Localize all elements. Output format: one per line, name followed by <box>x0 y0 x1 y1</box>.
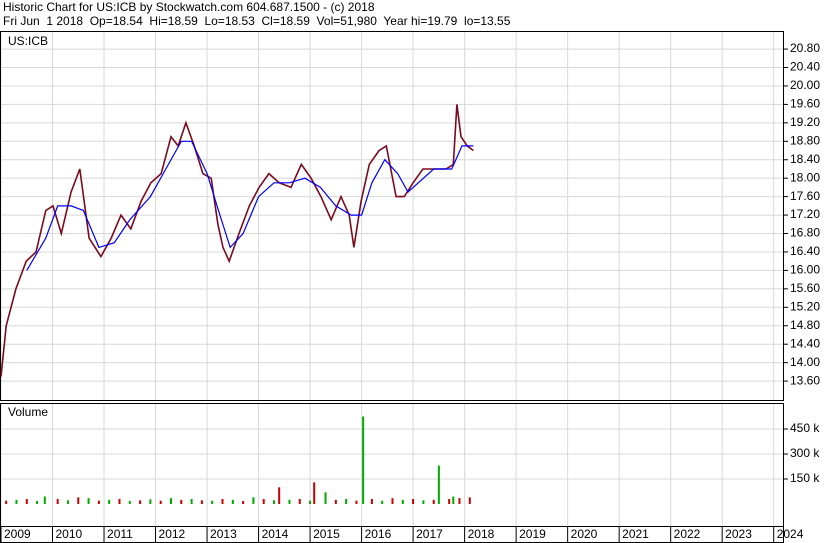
y-tick-label: 20.40 <box>790 60 820 74</box>
volume-bar <box>15 499 18 504</box>
volume-bar <box>25 499 28 504</box>
y-tick-label: 15.20 <box>790 299 820 313</box>
y-tick-label: 16.80 <box>790 226 820 240</box>
panel-label: US:ICB <box>8 34 48 48</box>
x-tick-label: 2024 <box>777 527 804 541</box>
volume-bar <box>391 498 394 504</box>
volume-bar <box>242 501 245 504</box>
y-tick-label: 19.60 <box>790 97 820 111</box>
volume-bar <box>401 499 404 504</box>
y-tick-label: 16.40 <box>790 244 820 258</box>
panel-label: Volume <box>8 405 48 419</box>
y-tick-label: 13.60 <box>790 373 820 387</box>
x-tick-label: 2010 <box>56 527 83 541</box>
x-tick-label: 2013 <box>210 527 237 541</box>
volume-bar <box>36 501 39 504</box>
x-tick-label: 2012 <box>159 527 186 541</box>
volume-bar <box>128 501 131 504</box>
x-tick-label: 2014 <box>262 527 289 541</box>
volume-bar <box>278 487 281 504</box>
x-tick-label: 2009 <box>4 527 31 541</box>
volume-bar <box>422 500 425 504</box>
x-tick-label: 2016 <box>365 527 392 541</box>
volume-bar <box>412 499 415 504</box>
price-line <box>26 140 474 271</box>
y-tick-label: 18.00 <box>790 170 820 184</box>
x-tick-label: 2019 <box>519 527 546 541</box>
y-tick-label: 19.20 <box>790 115 820 129</box>
y-tick-label: 150 k <box>790 471 820 485</box>
volume-bar <box>458 498 461 504</box>
volume-bar <box>313 482 316 504</box>
volume-bar <box>43 496 46 504</box>
volume-bar <box>108 499 111 504</box>
volume-bar <box>262 499 265 504</box>
header-line: Historic Chart for US:ICB by Stockwatch.… <box>3 0 375 14</box>
volume-bar <box>334 499 337 504</box>
y-tick-label: 15.60 <box>790 281 820 295</box>
volume-bar <box>309 500 312 504</box>
x-tick-label: 2017 <box>416 527 443 541</box>
volume-bar <box>159 500 162 504</box>
price-line <box>0 104 474 377</box>
volume-bar <box>139 500 142 504</box>
volume-bar <box>345 499 348 504</box>
volume-bar <box>324 492 327 504</box>
volume-bar <box>180 499 183 504</box>
volume-bar <box>221 499 224 504</box>
volume-bar <box>432 499 435 504</box>
volume-bar <box>381 500 384 504</box>
volume-bar <box>118 499 121 504</box>
x-tick-label: 2018 <box>468 527 495 541</box>
x-tick-label: 2021 <box>622 527 649 541</box>
x-tick-label: 2020 <box>571 527 598 541</box>
volume-bar <box>298 499 301 504</box>
x-tick-label: 2023 <box>725 527 752 541</box>
y-tick-label: 17.20 <box>790 207 820 221</box>
volume-bar <box>468 497 471 504</box>
y-tick-label: 14.00 <box>790 355 820 369</box>
y-tick-label: 17.60 <box>790 189 820 203</box>
x-tick-label: 2011 <box>107 527 133 541</box>
volume-bar <box>149 499 152 504</box>
volume-bar <box>252 497 255 504</box>
volume-bar <box>355 500 358 504</box>
y-tick-label: 20.80 <box>790 41 820 55</box>
y-tick-label: 450 k <box>790 421 820 435</box>
y-tick-label: 16.00 <box>790 263 820 277</box>
volume-bar <box>231 499 234 504</box>
volume-bar <box>211 500 214 504</box>
volume-bar <box>77 497 80 504</box>
volume-bar <box>273 500 276 504</box>
x-tick-label: 2015 <box>313 527 340 541</box>
volume-bar <box>5 500 8 504</box>
volume-bar <box>190 499 193 504</box>
volume-bar <box>97 500 100 504</box>
volume-bar <box>87 498 90 504</box>
volume-bar <box>437 465 440 504</box>
volume-bar <box>169 498 172 504</box>
y-tick-label: 20.00 <box>790 78 820 92</box>
y-tick-label: 18.80 <box>790 133 820 147</box>
header-line: Fri Jun 1 2018 Op=18.54 Hi=18.59 Lo=18.5… <box>3 14 511 28</box>
volume-bar <box>448 499 451 504</box>
volume-bar <box>288 499 291 504</box>
price-panel <box>0 31 784 401</box>
volume-bar <box>452 496 455 504</box>
volume-bar <box>362 416 365 504</box>
y-tick-label: 300 k <box>790 446 820 460</box>
x-tick-label: 2022 <box>674 527 701 541</box>
y-tick-label: 18.40 <box>790 152 820 166</box>
y-tick-label: 14.80 <box>790 318 820 332</box>
y-tick-label: 14.40 <box>790 336 820 350</box>
volume-bar <box>56 499 59 504</box>
volume-bar <box>370 499 373 504</box>
volume-bar <box>66 500 69 504</box>
volume-bar <box>200 500 203 504</box>
